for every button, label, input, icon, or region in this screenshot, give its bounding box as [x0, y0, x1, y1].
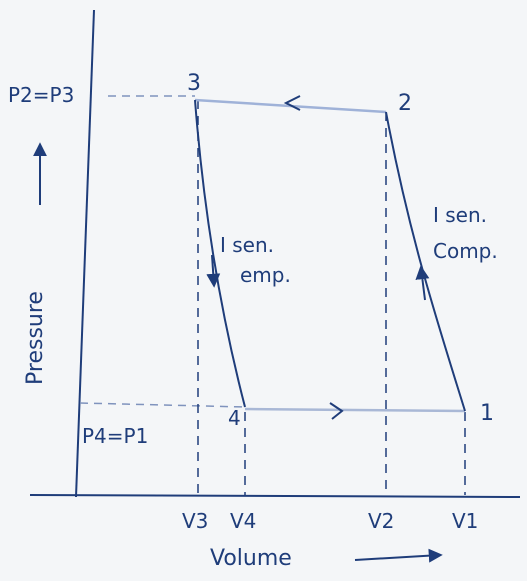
guide-p-low — [79, 402, 247, 408]
state-label-4: 4 — [228, 406, 241, 430]
arrow-1-2 — [415, 265, 430, 301]
pressure-low-label: P4=P1 — [82, 424, 148, 448]
state-label-2: 2 — [398, 91, 412, 116]
tick-label-v4: V4 — [230, 509, 256, 533]
process-3-4-label-line1: I sen. — [220, 233, 274, 257]
state-label-1: 1 — [480, 401, 494, 426]
x-axis-arrow — [354, 548, 443, 563]
y-axis-title: Pressure — [23, 291, 48, 385]
arrow-2-3 — [283, 95, 301, 111]
x-axis-line — [29, 494, 521, 498]
x-axis-title: Volume — [210, 546, 292, 571]
process-3-4-label-line2: emp. — [240, 263, 291, 287]
pressure-high-label: P2=P3 — [8, 83, 74, 107]
process-1-2-label-line1: I sen. — [433, 203, 487, 227]
process-4-1 — [244, 407, 466, 413]
y-axis-line — [75, 9, 95, 498]
tick-label-v2: V2 — [368, 509, 394, 533]
process-1-2-label-line2: Comp. — [433, 239, 498, 263]
tick-label-v3: V3 — [182, 509, 208, 533]
tick-label-v1: V1 — [452, 509, 478, 533]
state-label-3: 3 — [187, 71, 201, 96]
arrow-3-4 — [206, 254, 221, 288]
arrow-4-1 — [329, 402, 344, 420]
